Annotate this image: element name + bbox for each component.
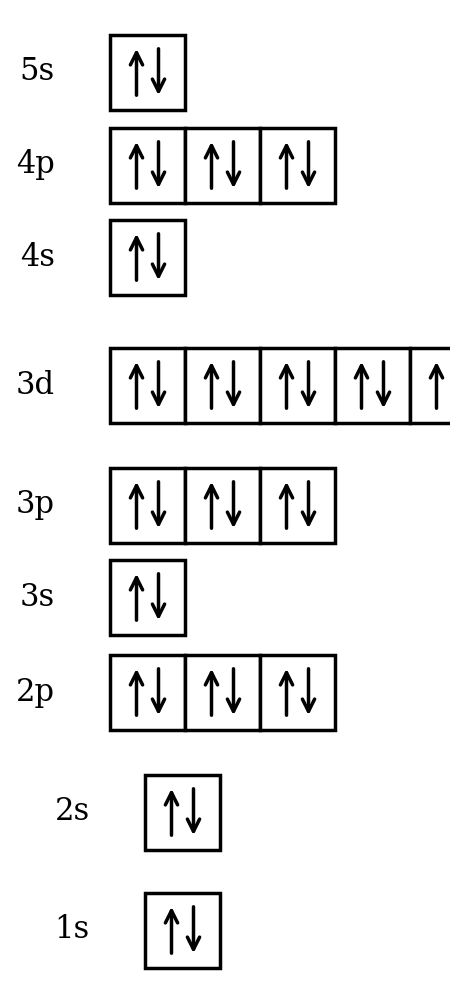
Bar — [260, 468, 335, 543]
Text: 4p: 4p — [16, 150, 55, 181]
Text: 2p: 2p — [16, 676, 55, 707]
Bar — [185, 348, 260, 423]
Text: 4s: 4s — [20, 241, 55, 272]
Bar — [110, 35, 185, 110]
Bar — [185, 655, 260, 730]
Bar — [110, 655, 185, 730]
Bar — [335, 348, 410, 423]
Bar — [110, 220, 185, 295]
Text: 2s: 2s — [55, 796, 90, 827]
Bar — [260, 348, 335, 423]
Bar — [410, 348, 450, 423]
Bar — [260, 128, 335, 203]
Bar — [185, 128, 260, 203]
Bar — [145, 775, 220, 850]
Text: 3p: 3p — [16, 490, 55, 520]
Text: 1s: 1s — [55, 915, 90, 945]
Text: 3s: 3s — [20, 582, 55, 613]
Bar — [110, 348, 185, 423]
Bar — [110, 560, 185, 635]
Bar — [260, 655, 335, 730]
Bar — [110, 128, 185, 203]
Text: 3d: 3d — [16, 369, 55, 400]
Text: 5s: 5s — [20, 57, 55, 87]
Bar — [185, 468, 260, 543]
Bar — [145, 893, 220, 968]
Bar — [110, 468, 185, 543]
